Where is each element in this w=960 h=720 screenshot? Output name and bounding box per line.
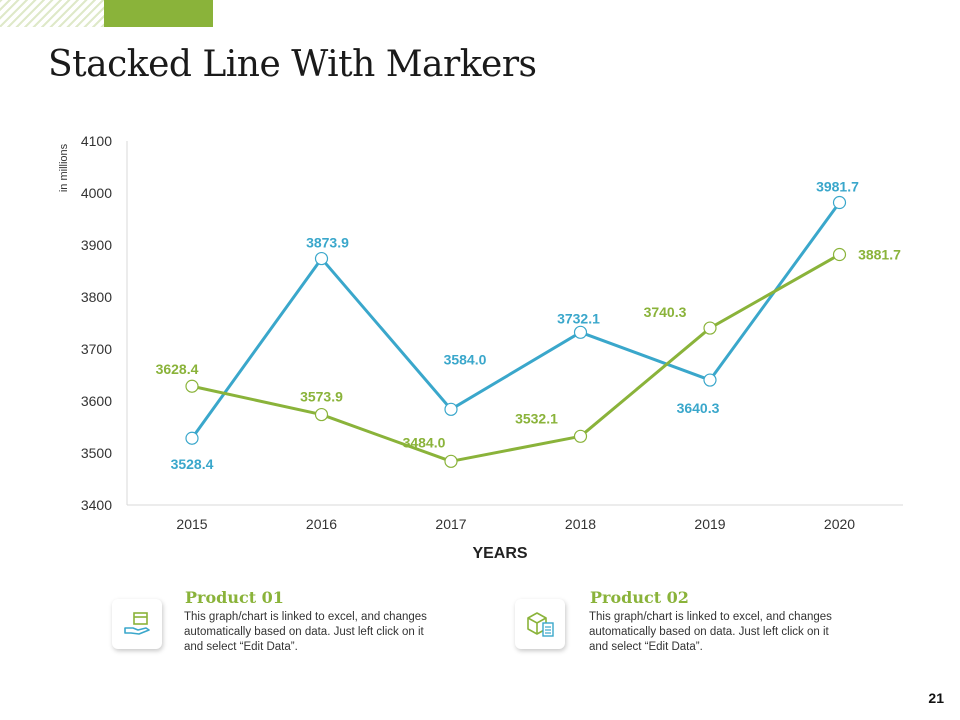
- x-tick-label: 2019: [694, 516, 725, 532]
- x-tick-label: 2017: [435, 516, 466, 532]
- series-line-2: [191, 253, 841, 463]
- product-01-icon-card: [112, 599, 162, 649]
- data-point-marker: [832, 195, 847, 210]
- y-tick-label: 3800: [81, 289, 112, 305]
- y-tick-label: 3900: [81, 237, 112, 253]
- x-tick-label: 2018: [565, 516, 596, 532]
- data-label: 3532.1: [515, 410, 558, 426]
- x-tick-label: 2020: [824, 516, 855, 532]
- header-accent-bar: [104, 0, 213, 27]
- data-point-marker: [703, 321, 717, 335]
- package-checklist-icon: [527, 612, 554, 637]
- data-label: 3628.4: [156, 361, 199, 377]
- data-point-marker: [314, 407, 329, 422]
- product-02-description: This graph/chart is linked to excel, and…: [589, 611, 832, 653]
- y-tick-label: 3600: [81, 393, 112, 409]
- data-label: 3873.9: [306, 235, 349, 251]
- y-tick-label: 3400: [81, 497, 112, 513]
- x-tick-label: 2016: [306, 516, 337, 532]
- data-point-marker: [573, 325, 588, 339]
- x-axis-title: YEARS: [472, 545, 527, 562]
- data-label: 3640.3: [677, 400, 720, 416]
- data-point-marker: [703, 373, 717, 387]
- hand-box-icon: [124, 612, 150, 635]
- data-label: 3740.3: [644, 304, 687, 320]
- data-point-marker: [444, 454, 458, 468]
- x-tick-label: 2015: [176, 516, 207, 532]
- data-label: 3981.7: [816, 179, 859, 195]
- y-axis-title: in millions: [58, 143, 70, 192]
- y-tick-label: 3500: [81, 445, 112, 461]
- y-tick-label: 4000: [81, 185, 112, 201]
- data-point-marker: [185, 379, 199, 393]
- data-point-marker: [444, 402, 458, 416]
- data-label: 3584.0: [444, 351, 487, 367]
- product-02-title: Product 02: [590, 588, 689, 607]
- page-number: 21: [928, 690, 944, 706]
- data-point-marker: [314, 251, 329, 266]
- data-point-marker: [185, 431, 199, 445]
- y-tick-label: 4100: [81, 133, 112, 149]
- product-02-icon-card: [515, 599, 565, 649]
- data-label: 3881.7: [858, 247, 901, 263]
- data-label: 3528.4: [171, 456, 214, 472]
- product-01-description: This graph/chart is linked to excel, and…: [184, 611, 427, 653]
- data-label: 3732.1: [557, 310, 600, 326]
- data-point-marker: [832, 247, 847, 262]
- page-title: Stacked Line With Markers: [48, 44, 537, 85]
- data-label: 3573.9: [300, 389, 343, 405]
- header-stripes-decoration: [0, 0, 104, 27]
- data-label: 3484.0: [403, 434, 446, 450]
- y-tick-label: 3700: [81, 341, 112, 357]
- data-point-marker: [573, 429, 588, 443]
- product-01-title: Product 01: [185, 588, 284, 607]
- series-line-1: [190, 201, 841, 440]
